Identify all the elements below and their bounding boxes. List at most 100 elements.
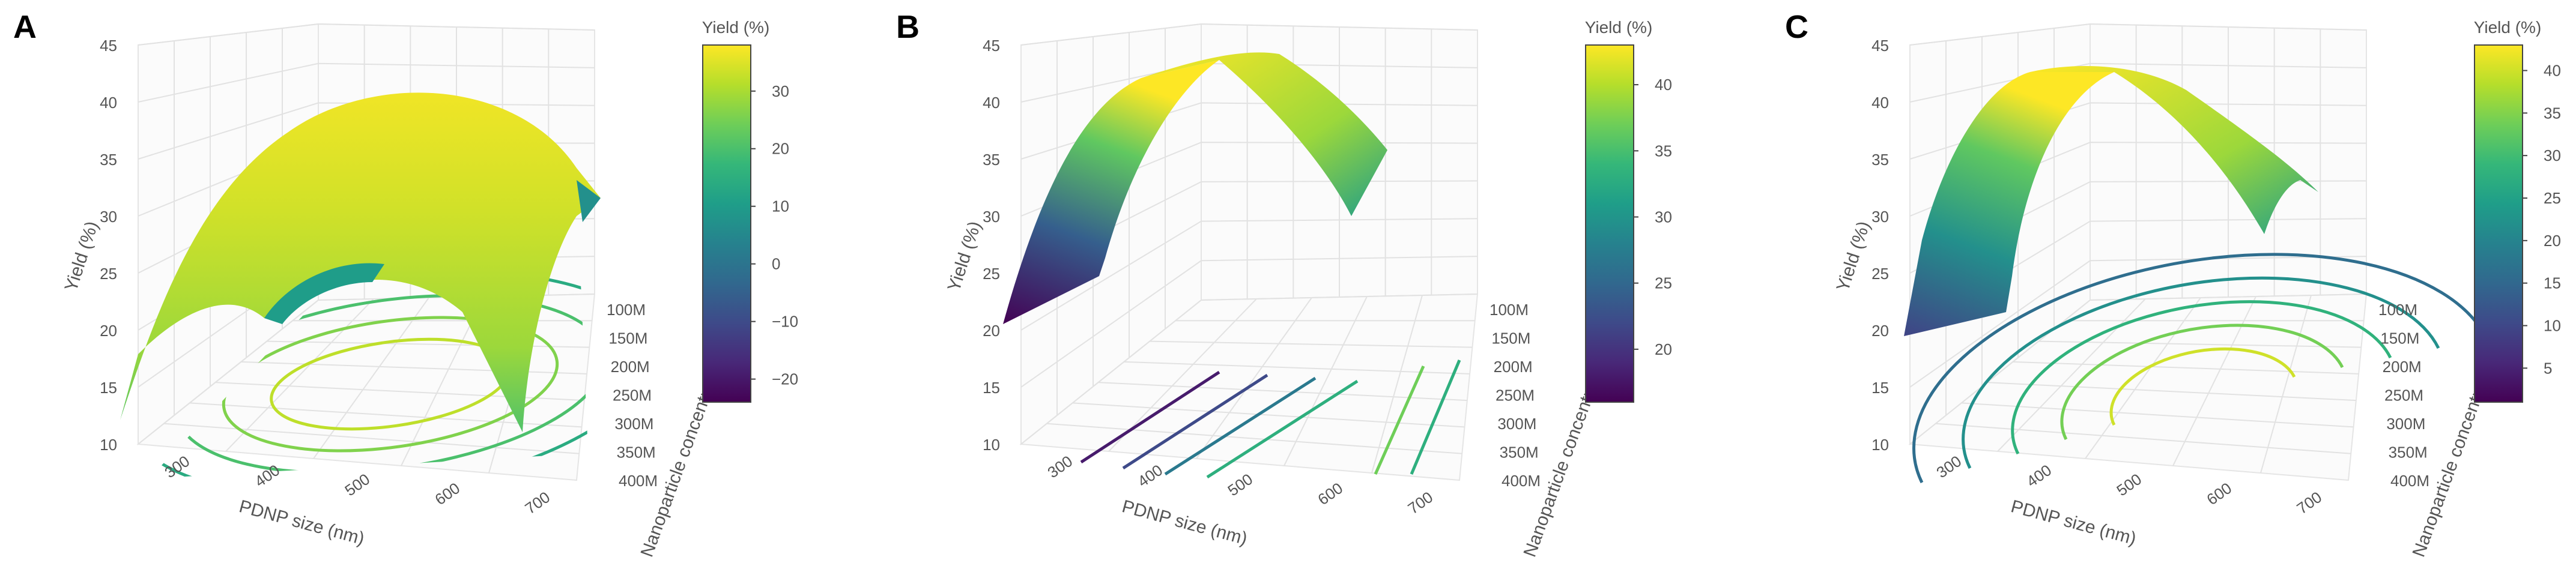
y-tick-label: 300M — [2386, 415, 2425, 433]
panel-label-c: C — [1785, 9, 1808, 45]
x-tick-label: 300 — [1044, 452, 1076, 481]
colorbar-tick-label: 20 — [2544, 232, 2561, 250]
x-tick-label: 400 — [2023, 461, 2055, 490]
z-axis-label: Yield (%) — [944, 219, 986, 294]
x-tick-label: 500 — [1224, 470, 1256, 499]
z-tick-label: 15 — [1871, 379, 1889, 397]
colorbar-tick-label: 35 — [1655, 142, 1672, 160]
z-tick-label: 40 — [100, 94, 117, 112]
colorbar-tick-label: 10 — [772, 197, 789, 215]
y-tick-label: 400M — [619, 472, 658, 490]
surface-c-left — [1904, 72, 2114, 336]
panel-a: A 10 15 20 25 30 35 40 45 Yield (%) 300 400 500 600 7… — [0, 0, 853, 566]
z-tick-label: 30 — [100, 208, 117, 226]
y-tick-label: 300M — [614, 415, 653, 433]
floor-contour — [2060, 324, 2344, 441]
colorbar-tick-label: 30 — [1655, 208, 1672, 226]
z-tick-label: 30 — [1871, 208, 1889, 226]
z-tick-label: 40 — [1871, 94, 1889, 112]
z-tick-label: 35 — [100, 151, 117, 169]
colorbar-title: Yield (%) — [1585, 18, 1653, 37]
panel-label-b: B — [896, 9, 920, 45]
y-tick-label: 200M — [1494, 358, 1533, 376]
floor-gridline — [1046, 423, 1462, 454]
z-tick-label: 45 — [983, 37, 1000, 55]
x-tick-label: 300 — [1933, 452, 1965, 481]
floor-gridline — [2260, 295, 2312, 474]
panel-label-a: A — [13, 9, 37, 45]
floor-contour — [1164, 376, 1317, 476]
z-tick-label: 15 — [983, 379, 1000, 397]
y-tick-label: 150M — [2380, 330, 2419, 348]
z-tick-label: 40 — [983, 94, 1000, 112]
z-axis-label: Yield (%) — [61, 219, 103, 294]
y-tick-label: 150M — [1491, 330, 1530, 348]
colorbar-tick-label: 25 — [2544, 189, 2561, 207]
colorbar-tick-label: 30 — [772, 82, 789, 100]
floor-gridline — [241, 361, 587, 375]
floor-gridline — [189, 402, 582, 428]
y-tick-label: 250M — [613, 387, 652, 405]
x-tick-label: 600 — [2203, 479, 2235, 508]
floor-gridline — [1935, 423, 2351, 454]
floor-gridline — [313, 297, 429, 459]
surface-b-left — [1003, 60, 1219, 324]
z-tick-label: 25 — [983, 265, 1000, 283]
surface-a — [120, 92, 601, 432]
floor-contour — [1122, 373, 1268, 470]
z-tick-label: 20 — [1871, 322, 1889, 340]
floor-gridline — [1150, 340, 1473, 348]
y-tick-label: 100M — [607, 301, 646, 319]
colorbar — [702, 44, 751, 403]
floor-gridline — [2038, 340, 2362, 348]
floor-contour — [1912, 253, 2488, 484]
floor-contour — [1962, 276, 2440, 469]
surface-plot-b: 10 15 20 25 30 35 40 45 Yield (%) 300 400 500 600 700… — [944, 18, 1672, 559]
surface-a-edge — [577, 180, 601, 222]
floor-gridline — [1961, 402, 2354, 428]
z-tick-label: 10 — [100, 436, 117, 454]
x-axis-label: PDNP size (nm) — [2009, 496, 2139, 549]
colorbar-tick-label: 5 — [2544, 359, 2552, 377]
x-tick-label: 400 — [1134, 461, 1166, 490]
colorbar-tick-label: 20 — [1655, 340, 1672, 358]
floor-gridline — [1283, 296, 1368, 466]
z-tick-label: 15 — [100, 379, 117, 397]
colorbar-tick-label: 0 — [772, 255, 780, 273]
x-tick-label: 600 — [1314, 479, 1346, 508]
x-tick-label: 300 — [161, 452, 193, 481]
z-tick-label: 30 — [983, 208, 1000, 226]
surface-c-right — [2030, 66, 2318, 234]
z-axis-label: Yield (%) — [1833, 219, 1874, 294]
z-gridline — [1020, 294, 1478, 445]
z-tick-label: 45 — [1871, 37, 1889, 55]
y-tick-label: 200M — [2383, 358, 2422, 376]
z-tick-label: 10 — [1871, 436, 1889, 454]
y-tick-label: 400M — [1502, 472, 1541, 490]
x-tick-label: 500 — [2113, 470, 2145, 499]
colorbar — [1585, 44, 1634, 403]
colorbar-tick-label: 20 — [772, 140, 789, 158]
panel-b: B 10 15 20 25 30 35 40 45 Yield (%) 300 400 500 600 7… — [883, 0, 1736, 566]
y-tick-label: 250M — [2384, 387, 2423, 405]
y-tick-label: 350M — [617, 444, 656, 462]
floor-contour — [1374, 365, 1425, 475]
colorbar-title: Yield (%) — [2474, 18, 2542, 37]
colorbar-tick-label: 35 — [2544, 104, 2561, 122]
floor-contour — [1410, 360, 1461, 475]
floor-contour — [1206, 379, 1359, 479]
colorbar-tick-label: 10 — [2544, 317, 2561, 335]
floor-contour — [2011, 300, 2392, 455]
z-gridline — [138, 23, 595, 46]
x-tick-label: 700 — [2293, 488, 2325, 517]
y-tick-label: 300M — [1497, 415, 1536, 433]
z-tick-label: 10 — [983, 436, 1000, 454]
y-tick-label: 250M — [1496, 387, 1535, 405]
z-tick-label: 20 — [100, 322, 117, 340]
surface-plot-c: 10 15 20 25 30 35 40 45 Yield (%) 300 400 500 600 700… — [1833, 18, 2561, 559]
floor-gridline — [1987, 382, 2356, 402]
floor-gridline — [1371, 295, 1423, 474]
floor-gridline — [1196, 297, 1312, 459]
floor-contour — [2109, 347, 2296, 426]
y-tick-label: 350M — [2389, 444, 2428, 462]
